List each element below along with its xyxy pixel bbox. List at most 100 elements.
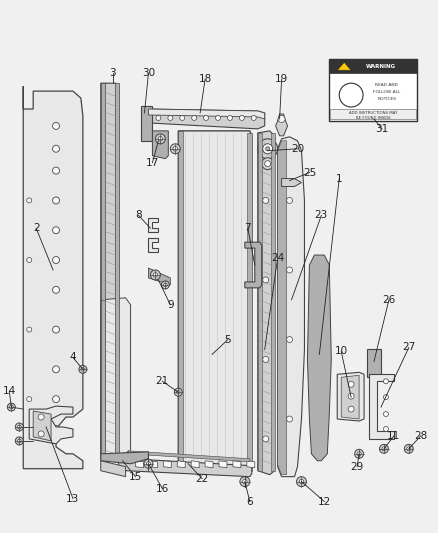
Text: 25: 25 <box>303 167 316 177</box>
Text: 14: 14 <box>3 386 16 396</box>
Text: 20: 20 <box>291 144 304 154</box>
Polygon shape <box>276 114 288 136</box>
Polygon shape <box>258 133 262 471</box>
Polygon shape <box>178 131 183 469</box>
Text: 6: 6 <box>247 497 253 506</box>
Text: 8: 8 <box>135 211 142 220</box>
Polygon shape <box>101 461 126 477</box>
Text: 5: 5 <box>225 335 231 344</box>
Circle shape <box>53 395 60 402</box>
Circle shape <box>174 388 182 396</box>
Polygon shape <box>129 451 250 462</box>
Circle shape <box>170 144 180 154</box>
Polygon shape <box>101 300 105 459</box>
Circle shape <box>383 426 389 431</box>
Text: 13: 13 <box>66 494 80 504</box>
Circle shape <box>53 425 60 432</box>
Circle shape <box>215 116 220 120</box>
Polygon shape <box>341 375 359 419</box>
Text: 15: 15 <box>129 472 142 482</box>
Bar <box>329 59 417 73</box>
Circle shape <box>297 477 307 487</box>
Circle shape <box>263 277 268 283</box>
Circle shape <box>251 116 256 120</box>
Circle shape <box>286 416 293 422</box>
Polygon shape <box>219 461 227 468</box>
Circle shape <box>383 379 389 384</box>
Circle shape <box>53 256 60 263</box>
Polygon shape <box>271 133 275 471</box>
Circle shape <box>177 390 180 394</box>
Polygon shape <box>191 461 199 468</box>
Circle shape <box>53 167 60 174</box>
Circle shape <box>243 479 247 484</box>
Circle shape <box>382 447 386 451</box>
Polygon shape <box>205 461 213 468</box>
Polygon shape <box>233 461 241 468</box>
Circle shape <box>144 459 153 468</box>
Text: FOLLOW ALL: FOLLOW ALL <box>373 90 401 94</box>
Polygon shape <box>278 137 304 477</box>
Polygon shape <box>119 451 252 477</box>
Circle shape <box>383 411 389 417</box>
Text: 12: 12 <box>318 497 331 506</box>
Circle shape <box>15 437 23 445</box>
Polygon shape <box>135 461 144 468</box>
Polygon shape <box>115 83 119 459</box>
Polygon shape <box>101 83 119 459</box>
Text: 24: 24 <box>271 253 284 263</box>
Bar <box>330 109 416 119</box>
Circle shape <box>53 286 60 293</box>
Circle shape <box>146 462 151 466</box>
Circle shape <box>180 116 185 120</box>
Polygon shape <box>101 452 148 464</box>
Circle shape <box>150 270 160 280</box>
Circle shape <box>163 283 167 287</box>
Polygon shape <box>29 406 73 444</box>
Polygon shape <box>148 238 159 252</box>
Circle shape <box>10 405 13 409</box>
Polygon shape <box>369 374 394 439</box>
Text: 26: 26 <box>382 295 396 305</box>
Text: 23: 23 <box>315 211 328 220</box>
Polygon shape <box>148 109 265 119</box>
Text: ADD INSTRUCTIONS MAY: ADD INSTRUCTIONS MAY <box>349 111 397 115</box>
Polygon shape <box>163 461 171 468</box>
Polygon shape <box>278 141 286 475</box>
Circle shape <box>168 116 173 120</box>
Circle shape <box>53 197 60 204</box>
Circle shape <box>355 449 364 458</box>
Circle shape <box>265 160 271 167</box>
Circle shape <box>27 198 32 203</box>
Polygon shape <box>177 461 185 468</box>
Text: 11: 11 <box>387 431 400 441</box>
Circle shape <box>379 445 389 453</box>
Text: 29: 29 <box>350 462 364 472</box>
Polygon shape <box>141 106 152 141</box>
Circle shape <box>53 326 60 333</box>
Text: 22: 22 <box>195 474 209 483</box>
Circle shape <box>204 116 208 120</box>
Text: 27: 27 <box>402 343 415 352</box>
Polygon shape <box>307 255 331 461</box>
Circle shape <box>155 134 165 144</box>
Circle shape <box>153 273 158 277</box>
Polygon shape <box>258 131 275 475</box>
Polygon shape <box>337 62 351 70</box>
Circle shape <box>156 116 161 120</box>
Circle shape <box>53 146 60 152</box>
Circle shape <box>357 452 361 456</box>
Polygon shape <box>247 461 255 468</box>
Text: 28: 28 <box>414 431 427 441</box>
Text: 4: 4 <box>70 352 76 362</box>
Polygon shape <box>101 83 105 459</box>
Bar <box>329 59 417 121</box>
Circle shape <box>27 327 32 332</box>
Polygon shape <box>247 133 252 471</box>
Text: WARNING: WARNING <box>366 64 396 69</box>
Text: 17: 17 <box>146 158 159 168</box>
Polygon shape <box>148 109 265 129</box>
Circle shape <box>7 403 15 411</box>
Polygon shape <box>282 179 301 187</box>
Circle shape <box>15 423 23 431</box>
